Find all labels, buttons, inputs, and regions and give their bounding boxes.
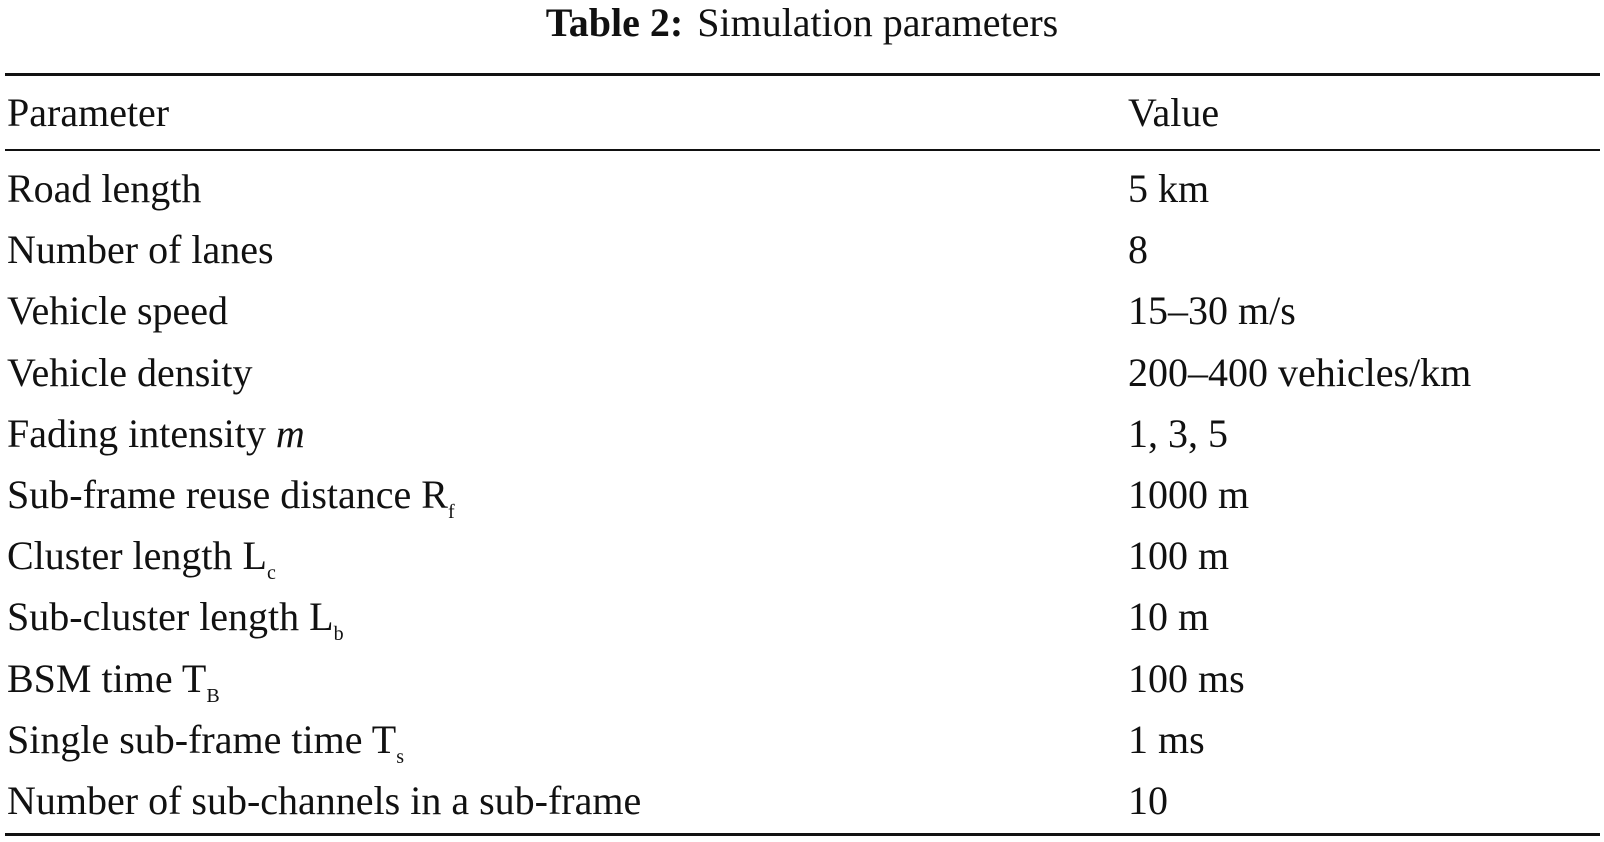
header-rule <box>5 149 1600 151</box>
parameter-cell: Single sub-frame time Ts <box>7 716 404 781</box>
parameter-cell: Fading intensity m <box>7 410 305 458</box>
parameter-cell: Number of lanes <box>7 226 274 274</box>
parameter-text: Sub-frame reuse distance <box>7 472 412 517</box>
value-cell: 200–400 vehicles/km <box>1128 349 1472 395</box>
parameter-text: Vehicle density <box>7 349 253 395</box>
header-cell: Value <box>1128 90 1220 135</box>
parameter-cell: Vehicle speed <box>7 287 228 335</box>
parameter-text: Number of sub-channels in a sub-frame <box>7 778 642 823</box>
parameter-text: Sub-cluster length <box>7 594 300 640</box>
caption-text: Simulation parameters <box>697 0 1059 45</box>
parameter-text: Vehicle speed <box>7 288 229 334</box>
parameter-cell: Number of sub-channels in a sub-frame <box>7 777 641 825</box>
parameter-text: Cluster length <box>7 533 233 579</box>
symbol-subscript: f <box>447 501 455 523</box>
parameter-cell: Road length <box>7 165 201 213</box>
bottom-rule <box>5 833 1600 836</box>
symbol-subscript: b <box>333 623 344 646</box>
symbol-subscript: c <box>266 562 276 585</box>
parameter-cell: Cluster length Lc <box>7 532 276 597</box>
value-cell: 1, 3, 5 <box>1128 410 1228 456</box>
parameter-text: Number of lanes <box>7 227 274 273</box>
value-cell: 10 <box>1128 778 1168 823</box>
parameter-symbol: T <box>371 716 397 762</box>
parameter-text: Single sub-frame time <box>7 716 363 762</box>
parameter-cell: BSM time TB <box>7 655 220 720</box>
value-cell: 100 m <box>1128 533 1230 579</box>
table-caption: Table 2: Simulation parameters <box>0 0 1604 46</box>
parameter-cell: Sub-frame reuse distance Rf <box>7 471 455 536</box>
value-cell: 10 m <box>1128 594 1210 640</box>
parameter-text: Fading intensity <box>7 410 266 456</box>
value-cell: 1 ms <box>1128 716 1205 762</box>
value-cell: 1000 m <box>1128 472 1250 517</box>
parameter-symbol: m <box>275 410 305 456</box>
value-cell: 8 <box>1128 227 1148 273</box>
value-cell: 100 ms <box>1128 655 1245 701</box>
parameter-text: BSM time <box>7 655 173 701</box>
value-cell: 15–30 m/s <box>1128 288 1296 334</box>
symbol-subscript: B <box>206 684 220 707</box>
top-rule <box>5 73 1600 76</box>
symbol-subscript: s <box>396 745 404 768</box>
parameter-symbol: L <box>242 533 267 579</box>
header-cell: Parameter <box>7 90 170 135</box>
parameter-cell: Vehicle density <box>7 349 253 397</box>
value-cell: 5 km <box>1128 166 1210 211</box>
parameter-text: Road length <box>7 166 202 211</box>
parameter-symbol: R <box>421 472 448 517</box>
parameter-symbol: T <box>181 655 207 701</box>
parameter-cell: Sub-cluster length Lb <box>7 593 344 658</box>
caption-label: Table 2: <box>545 0 684 45</box>
parameter-symbol: L <box>309 594 334 640</box>
